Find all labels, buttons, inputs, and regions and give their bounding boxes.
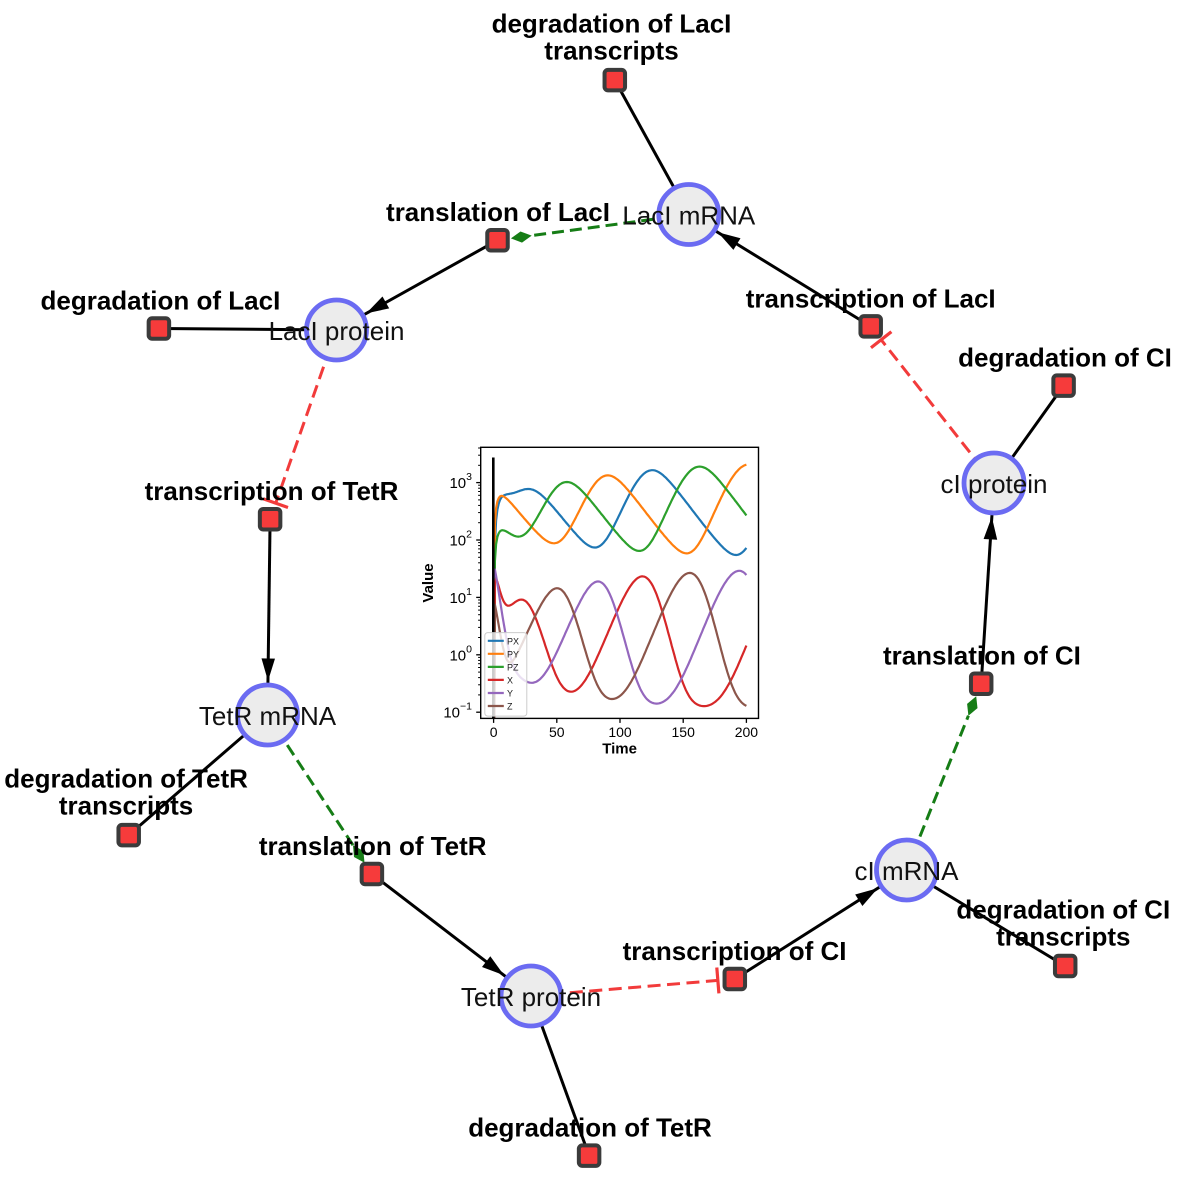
svg-text:50: 50 [549, 724, 565, 740]
svg-text:LacI protein: LacI protein [269, 316, 405, 346]
svg-text:degradation of CI: degradation of CI [958, 343, 1172, 373]
svg-text:transcription of CI: transcription of CI [623, 936, 847, 966]
svg-text:PY: PY [507, 649, 519, 659]
svg-text:200: 200 [735, 724, 759, 740]
svg-text:degradation of TetR: degradation of TetR [4, 764, 248, 794]
svg-text:translation of CI: translation of CI [883, 641, 1081, 671]
svg-text:PX: PX [507, 636, 519, 646]
svg-text:0: 0 [490, 724, 498, 740]
svg-text:transcripts: transcripts [544, 36, 678, 66]
svg-text:LacI mRNA: LacI mRNA [622, 201, 756, 231]
svg-text:degradation of TetR: degradation of TetR [468, 1113, 712, 1143]
svg-text:Y: Y [507, 689, 513, 699]
svg-text:TetR protein: TetR protein [461, 982, 601, 1012]
svg-text:100: 100 [608, 724, 632, 740]
svg-text:transcripts: transcripts [996, 922, 1130, 952]
svg-text:PZ: PZ [507, 662, 519, 672]
svg-text:TetR mRNA: TetR mRNA [199, 701, 337, 731]
svg-text:degradation of LacI: degradation of LacI [40, 286, 280, 316]
svg-text:cI protein: cI protein [941, 469, 1048, 499]
svg-text:translation of LacI: translation of LacI [386, 197, 610, 227]
svg-text:Time: Time [602, 741, 637, 758]
svg-text:Z: Z [507, 702, 513, 712]
svg-text:150: 150 [672, 724, 696, 740]
svg-text:translation of TetR: translation of TetR [259, 831, 487, 861]
svg-text:degradation of LacI: degradation of LacI [492, 9, 732, 39]
svg-text:X: X [507, 675, 513, 685]
svg-text:degradation of CI: degradation of CI [956, 895, 1170, 925]
svg-text:Value: Value [420, 563, 437, 602]
svg-text:transcripts: transcripts [59, 791, 193, 821]
svg-text:cI mRNA: cI mRNA [855, 856, 960, 886]
svg-text:transcription of TetR: transcription of TetR [145, 476, 399, 506]
svg-text:transcription of LacI: transcription of LacI [746, 283, 996, 313]
